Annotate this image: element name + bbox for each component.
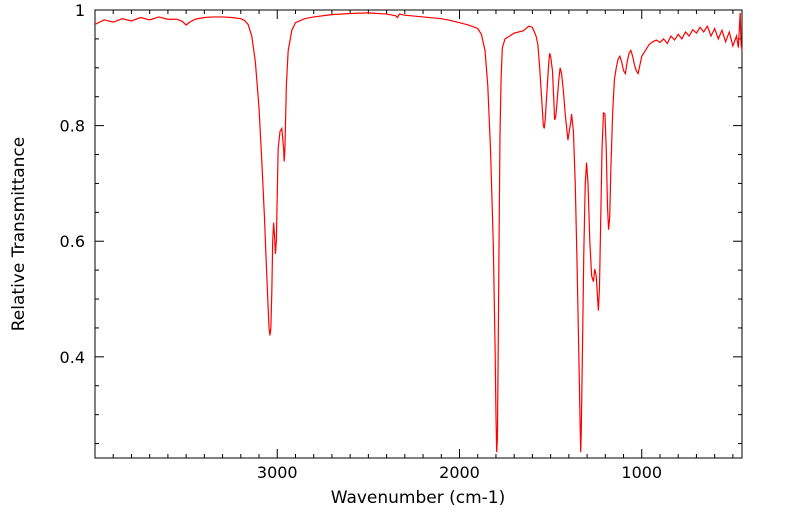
plot-frame (94, 9, 743, 459)
y-tick-label: 0.4 (60, 348, 85, 367)
y-axis-ticks: 1 0.8 0.6 0.4 (60, 1, 742, 367)
y-tick-label: 1 (75, 1, 85, 20)
x-tick-label: 3000 (257, 463, 298, 482)
spectrum-line (94, 12, 743, 453)
x-axis-title: Wavenumber (cm-1) (331, 488, 506, 508)
x-tick-label: 2000 (439, 463, 480, 482)
minor-ticks (95, 10, 742, 458)
y-tick-label: 0.8 (60, 117, 85, 136)
x-tick-label: 1000 (621, 463, 662, 482)
y-axis-title: Relative Transmittance (9, 137, 29, 332)
x-axis-ticks: 3000 2000 1000 (257, 10, 662, 482)
y-tick-label: 0.6 (60, 232, 85, 251)
